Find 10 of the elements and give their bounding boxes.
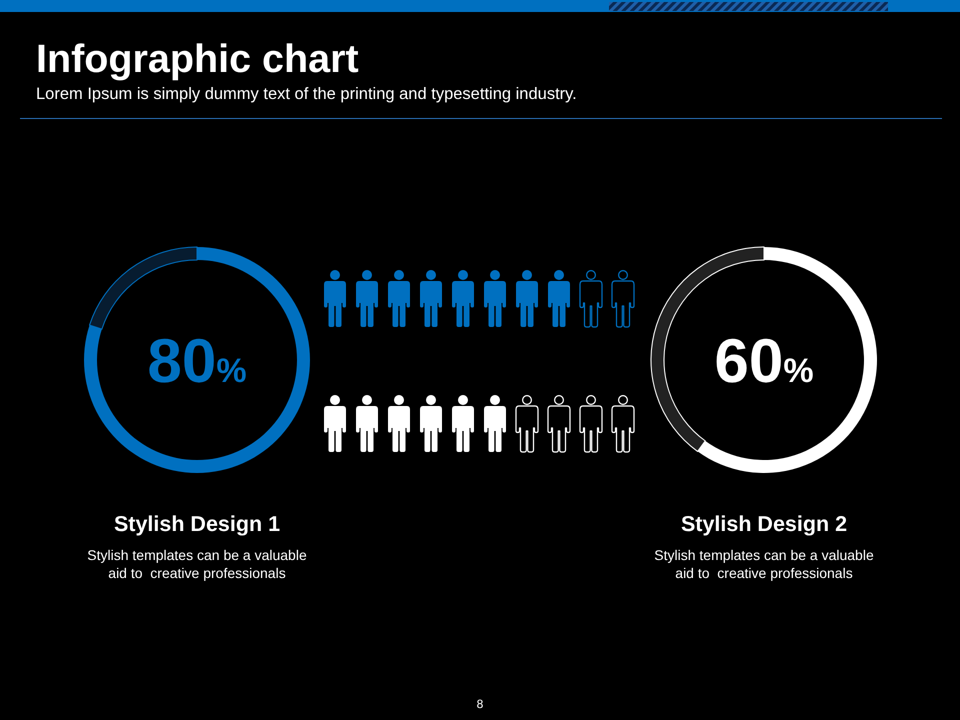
donut-slice bbox=[84, 247, 310, 473]
data-label: 80% bbox=[147, 327, 247, 396]
text: Infographic chart bbox=[36, 37, 359, 81]
text: Stylish templates can be a valuable aid to creative professionals bbox=[87, 547, 307, 581]
text: Stylish templates can be a valuable aid to creative professionals bbox=[654, 547, 874, 581]
text: Lorem Ipsum is simply dummy text of the printing and typesetting industry. bbox=[36, 85, 577, 103]
text: Stylish Design 1 bbox=[114, 512, 280, 536]
text: Stylish Design 2 bbox=[680, 512, 848, 536]
data-label: 60% bbox=[714, 327, 814, 396]
text: 8 bbox=[476, 697, 484, 711]
